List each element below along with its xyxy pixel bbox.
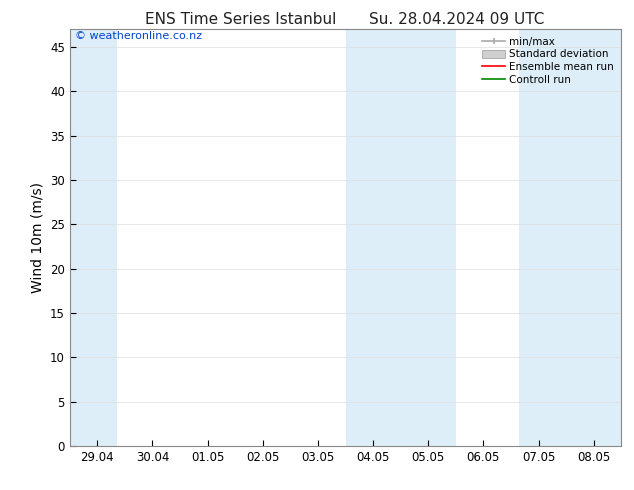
Bar	[519, 29, 621, 446]
Text: ENS Time Series Istanbul: ENS Time Series Istanbul	[145, 12, 337, 27]
Legend: min/max, Standard deviation, Ensemble mean run, Controll run: min/max, Standard deviation, Ensemble me…	[479, 34, 617, 88]
Bar	[346, 29, 456, 446]
Y-axis label: Wind 10m (m/s): Wind 10m (m/s)	[30, 182, 44, 293]
Text: © weatheronline.co.nz: © weatheronline.co.nz	[75, 31, 202, 42]
Bar	[70, 29, 117, 446]
Text: Su. 28.04.2024 09 UTC: Su. 28.04.2024 09 UTC	[369, 12, 544, 27]
